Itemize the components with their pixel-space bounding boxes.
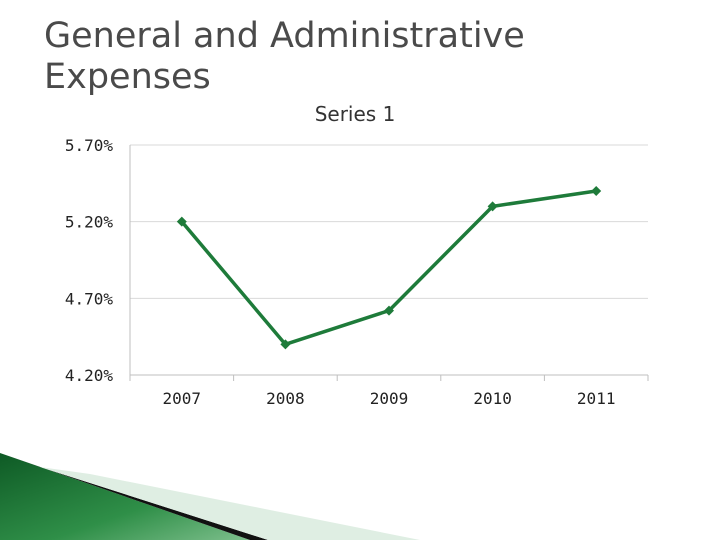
x-tick-label: 2010 xyxy=(473,389,512,408)
y-tick-label: 4.20% xyxy=(65,366,114,385)
x-tick-label: 2009 xyxy=(370,389,409,408)
series-1 xyxy=(176,186,602,350)
data-point xyxy=(280,339,291,350)
x-tick-label: 2007 xyxy=(163,389,202,408)
chart-title: Series 1 xyxy=(315,102,396,126)
y-tick-label: 4.70% xyxy=(65,289,114,308)
gridlines xyxy=(130,144,648,376)
x-tick-label: 2011 xyxy=(577,389,616,408)
swoosh-light xyxy=(40,467,420,540)
y-tick-label: 5.20% xyxy=(65,213,114,232)
y-tick-label: 5.70% xyxy=(65,136,114,155)
data-point xyxy=(384,305,394,316)
slide-title: General and Administrative Expenses xyxy=(44,16,525,97)
x-tick-labels: 2007 2008 2009 2010 2011 xyxy=(163,389,616,408)
data-point xyxy=(591,186,602,196)
x-tick-label: 2008 xyxy=(266,389,305,408)
data-point xyxy=(487,201,498,212)
axes xyxy=(129,145,649,381)
y-tick-labels: 5.70% 5.20% 4.70% 4.20% xyxy=(65,136,114,385)
data-point xyxy=(176,216,187,227)
